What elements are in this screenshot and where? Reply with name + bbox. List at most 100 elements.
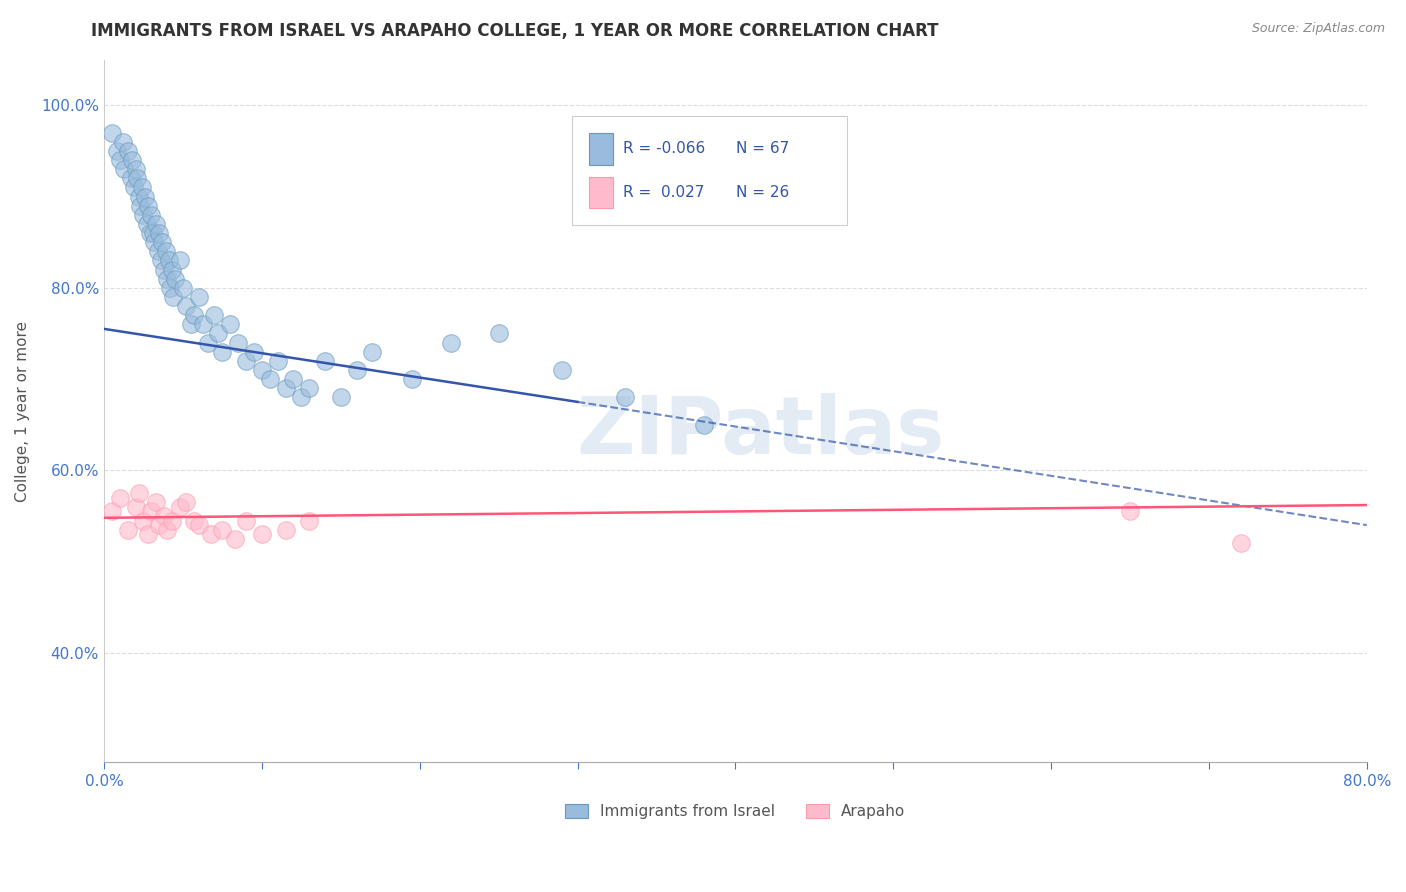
Point	[235, 514, 257, 528]
Point	[157, 253, 180, 268]
Legend: Immigrants from Israel, Arapaho: Immigrants from Israel, Arapaho	[560, 797, 911, 825]
Point	[148, 226, 170, 240]
Point	[200, 527, 222, 541]
Text: IMMIGRANTS FROM ISRAEL VS ARAPAHO COLLEGE, 1 YEAR OR MORE CORRELATION CHART: IMMIGRANTS FROM ISRAEL VS ARAPAHO COLLEG…	[91, 22, 939, 40]
Point	[156, 271, 179, 285]
Point	[219, 318, 242, 332]
Point	[142, 226, 165, 240]
Point	[693, 417, 716, 432]
Point	[153, 508, 176, 523]
Point	[120, 171, 142, 186]
Point	[207, 326, 229, 341]
Point	[111, 135, 134, 149]
Point	[128, 189, 150, 203]
Point	[193, 318, 215, 332]
Point	[128, 486, 150, 500]
Point	[160, 514, 183, 528]
Point	[187, 518, 209, 533]
Point	[183, 514, 205, 528]
Point	[148, 518, 170, 533]
Point	[169, 500, 191, 514]
Point	[274, 523, 297, 537]
Point	[143, 235, 166, 249]
Point	[187, 290, 209, 304]
Point	[204, 308, 226, 322]
Point	[155, 244, 177, 259]
Point	[346, 363, 368, 377]
Point	[235, 354, 257, 368]
Point	[101, 126, 124, 140]
Point	[250, 363, 273, 377]
Point	[1229, 536, 1251, 550]
Point	[132, 208, 155, 222]
Point	[211, 344, 233, 359]
Point	[250, 527, 273, 541]
Point	[114, 162, 136, 177]
Text: N = 67: N = 67	[735, 141, 789, 156]
Point	[283, 372, 305, 386]
Y-axis label: College, 1 year or more: College, 1 year or more	[15, 320, 30, 501]
Text: R = -0.066: R = -0.066	[623, 141, 706, 156]
Point	[1119, 504, 1142, 518]
Point	[105, 144, 128, 158]
Point	[139, 226, 162, 240]
Point	[266, 354, 288, 368]
Point	[314, 354, 336, 368]
Point	[150, 235, 173, 249]
Point	[174, 495, 197, 509]
Point	[224, 532, 246, 546]
Point	[136, 527, 159, 541]
Point	[101, 504, 124, 518]
Point	[274, 381, 297, 395]
Point	[488, 326, 510, 341]
Point	[183, 308, 205, 322]
Point	[136, 199, 159, 213]
Point	[117, 144, 139, 158]
Point	[159, 281, 181, 295]
Point	[172, 281, 194, 295]
Point	[329, 390, 352, 404]
Point	[121, 153, 143, 167]
Point	[134, 189, 156, 203]
Point	[243, 344, 266, 359]
Point	[149, 253, 172, 268]
Point	[290, 390, 312, 404]
Point	[174, 299, 197, 313]
Point	[132, 514, 155, 528]
Point	[146, 244, 169, 259]
Point	[156, 523, 179, 537]
Point	[197, 335, 219, 350]
Point	[180, 318, 202, 332]
Text: R =  0.027: R = 0.027	[623, 185, 704, 200]
Point	[129, 199, 152, 213]
Point	[163, 271, 186, 285]
Point	[613, 390, 636, 404]
Point	[298, 381, 321, 395]
Point	[108, 153, 131, 167]
Text: Source: ZipAtlas.com: Source: ZipAtlas.com	[1251, 22, 1385, 36]
Point	[440, 335, 463, 350]
Text: ZIPatlas: ZIPatlas	[576, 393, 945, 471]
Point	[117, 523, 139, 537]
Point	[226, 335, 249, 350]
Point	[153, 262, 176, 277]
Point	[160, 262, 183, 277]
Point	[141, 208, 163, 222]
Point	[127, 171, 149, 186]
Point	[141, 504, 163, 518]
Point	[401, 372, 423, 386]
Point	[361, 344, 384, 359]
Point	[131, 180, 153, 194]
Point	[162, 290, 184, 304]
Point	[124, 500, 146, 514]
Point	[259, 372, 281, 386]
Text: N = 26: N = 26	[735, 185, 789, 200]
Point	[169, 253, 191, 268]
Point	[551, 363, 574, 377]
Point	[211, 523, 233, 537]
Point	[122, 180, 145, 194]
Point	[298, 514, 321, 528]
Point	[124, 162, 146, 177]
Point	[145, 495, 167, 509]
Point	[108, 491, 131, 505]
